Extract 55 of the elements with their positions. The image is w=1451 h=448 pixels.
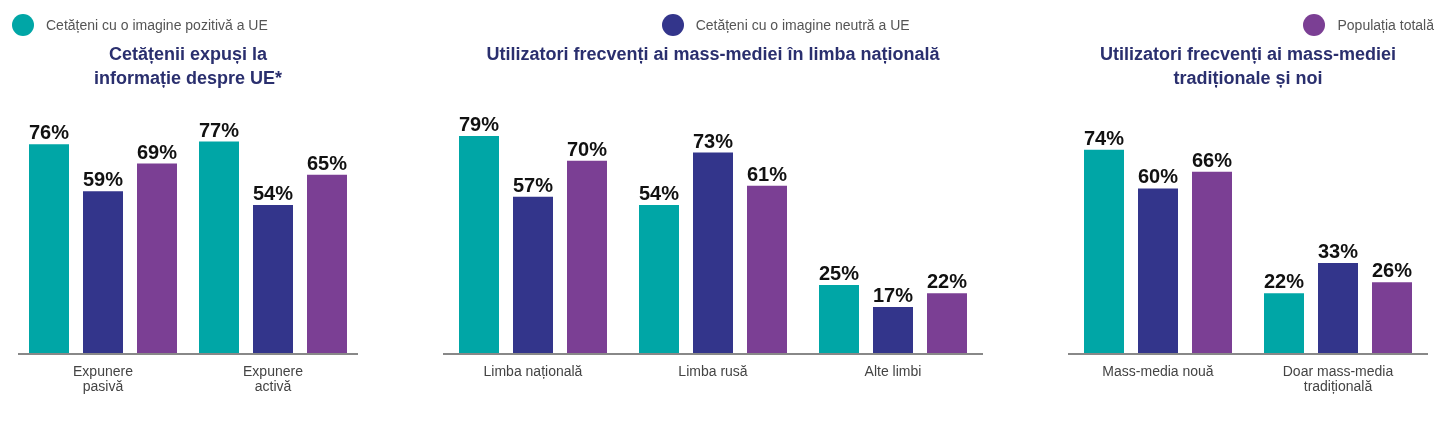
data-label: 22%	[1263, 270, 1305, 293]
x-tick-label: Expunere pasivă	[73, 363, 134, 394]
bar	[199, 141, 239, 354]
bar	[747, 185, 787, 354]
data-label: 65%	[306, 151, 348, 174]
data-label: 22%	[926, 270, 968, 293]
legend-label: Populația totală	[1337, 17, 1434, 33]
bar	[873, 307, 913, 354]
data-label: 26%	[1371, 259, 1413, 282]
bar	[459, 136, 499, 354]
data-label: 73%	[692, 129, 734, 152]
bar	[819, 285, 859, 354]
bar	[1138, 188, 1178, 354]
data-label: 66%	[1191, 148, 1233, 171]
data-label: 59%	[82, 168, 124, 191]
bar	[693, 152, 733, 354]
bar	[567, 160, 607, 354]
data-label: 74%	[1083, 126, 1125, 149]
legend-label: Cetățeni cu o imagine neutră a UE	[695, 17, 910, 33]
bar	[927, 293, 967, 354]
data-label: 54%	[638, 181, 680, 204]
bar	[1318, 262, 1358, 354]
x-tick-label: Alte limbi	[864, 363, 922, 379]
x-tick-label: Expunere activă	[243, 363, 304, 394]
x-tick-label: Limba rusă	[678, 363, 748, 379]
bar	[307, 174, 347, 354]
data-label: 70%	[566, 137, 608, 160]
bar	[639, 204, 679, 354]
chart-title: Utilizatori frecvenți ai mass-mediei tradiționale și noi	[1098, 43, 1398, 90]
bar	[1084, 149, 1124, 354]
data-label: 61%	[746, 162, 788, 185]
data-label: 57%	[512, 173, 554, 196]
chart-title: Cetățenii expuși la informație despre UE*	[92, 43, 284, 90]
bar	[1264, 293, 1304, 354]
x-tick-label: Doar mass-media tradițională	[1282, 363, 1394, 394]
bar	[29, 144, 69, 354]
data-label: 79%	[458, 113, 500, 135]
data-label: 77%	[198, 118, 240, 141]
data-label: 54%	[252, 181, 294, 204]
legend-label: Cetățeni cu o imagine pozitivă a UE	[46, 17, 268, 33]
x-tick-label: Limba națională	[483, 363, 583, 379]
data-label: 69%	[136, 140, 178, 163]
data-label: 25%	[818, 262, 860, 285]
x-tick-label: Mass-media nouă	[1102, 363, 1214, 379]
bar	[137, 163, 177, 354]
bar	[83, 191, 123, 354]
bar	[513, 196, 553, 354]
bar	[253, 204, 293, 354]
data-label: 33%	[1317, 239, 1359, 262]
chart-title: Utilizatori frecvenți ai mass-mediei în limba națională	[485, 43, 941, 66]
data-label: 17%	[872, 284, 914, 307]
data-label: 60%	[1137, 165, 1179, 188]
bar	[1192, 171, 1232, 354]
data-label: 76%	[28, 121, 70, 144]
bar	[1372, 282, 1412, 354]
